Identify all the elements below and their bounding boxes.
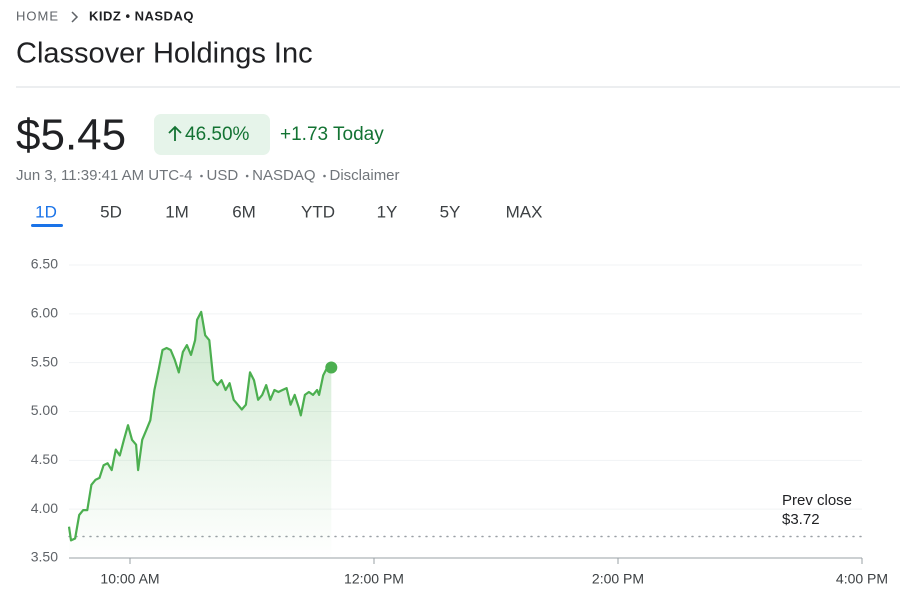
active-tab-underline [31,224,63,227]
y-tick-label: 5.00 [31,402,58,418]
disclaimer-link[interactable]: Disclaimer [330,167,400,184]
info-text: NASDAQ [252,167,315,184]
price: $5.45 [16,111,126,160]
x-tick-label: 12:00 PM [344,571,404,587]
company-title: Classover Holdings Inc [16,38,313,70]
area-fill [69,311,332,558]
separator-dot [200,174,203,178]
x-tick-label: 10:00 AM [100,571,159,587]
range-tab[interactable]: 6M [232,202,256,221]
prev-close-label: Prev close [782,492,852,509]
range-tabs: 1D 5D 1M 6M YTD 1Y 5Y MAX [31,202,542,227]
info-text: USD [206,167,238,184]
range-tab[interactable]: MAX [506,202,543,221]
breadcrumb-chevron [71,11,79,23]
range-tab[interactable]: 5D [100,202,122,221]
y-tick-label: 3.50 [31,549,58,565]
range-tab[interactable]: 1Y [377,202,398,221]
change-chip [154,114,270,155]
x-tick-label: 2:00 PM [592,571,644,587]
breadcrumb-home[interactable]: HOME [16,8,59,23]
x-tick-label: 4:00 PM [836,571,888,587]
separator-dot [323,174,326,178]
breadcrumb-ticker: KIDZ • NASDAQ [89,8,194,23]
separator-dot [245,174,249,178]
range-tab[interactable]: 5Y [440,202,461,221]
y-tick-label: 6.00 [31,305,58,321]
price-line [67,310,332,542]
range-tab[interactable]: 1M [165,202,189,221]
y-tick-label: 4.00 [31,500,58,516]
up-arrow [168,125,182,141]
y-tick-label: 6.50 [31,256,58,272]
quote-info: Jun 3, 11:39:41 AM UTC-4 USD NASDAQ Disclai… [16,167,400,184]
change-percent: 46.50% [185,124,250,145]
info-text: Jun 3, 11:39:41 AM UTC-4 [16,167,192,184]
last-price-dot [325,361,338,374]
prev-close-value: $3.72 [782,511,820,528]
y-tick-label: 5.50 [31,353,58,369]
range-tab[interactable]: 1D [35,202,57,221]
y-tick-label: 4.50 [31,451,58,467]
change-today: +1.73 Today [280,124,384,145]
range-tab[interactable]: YTD [301,202,335,221]
chart: 3.50 4.00 4.50 5.00 5.50 6.00 6.50 10:00 AM 12:0… [31,256,888,587]
